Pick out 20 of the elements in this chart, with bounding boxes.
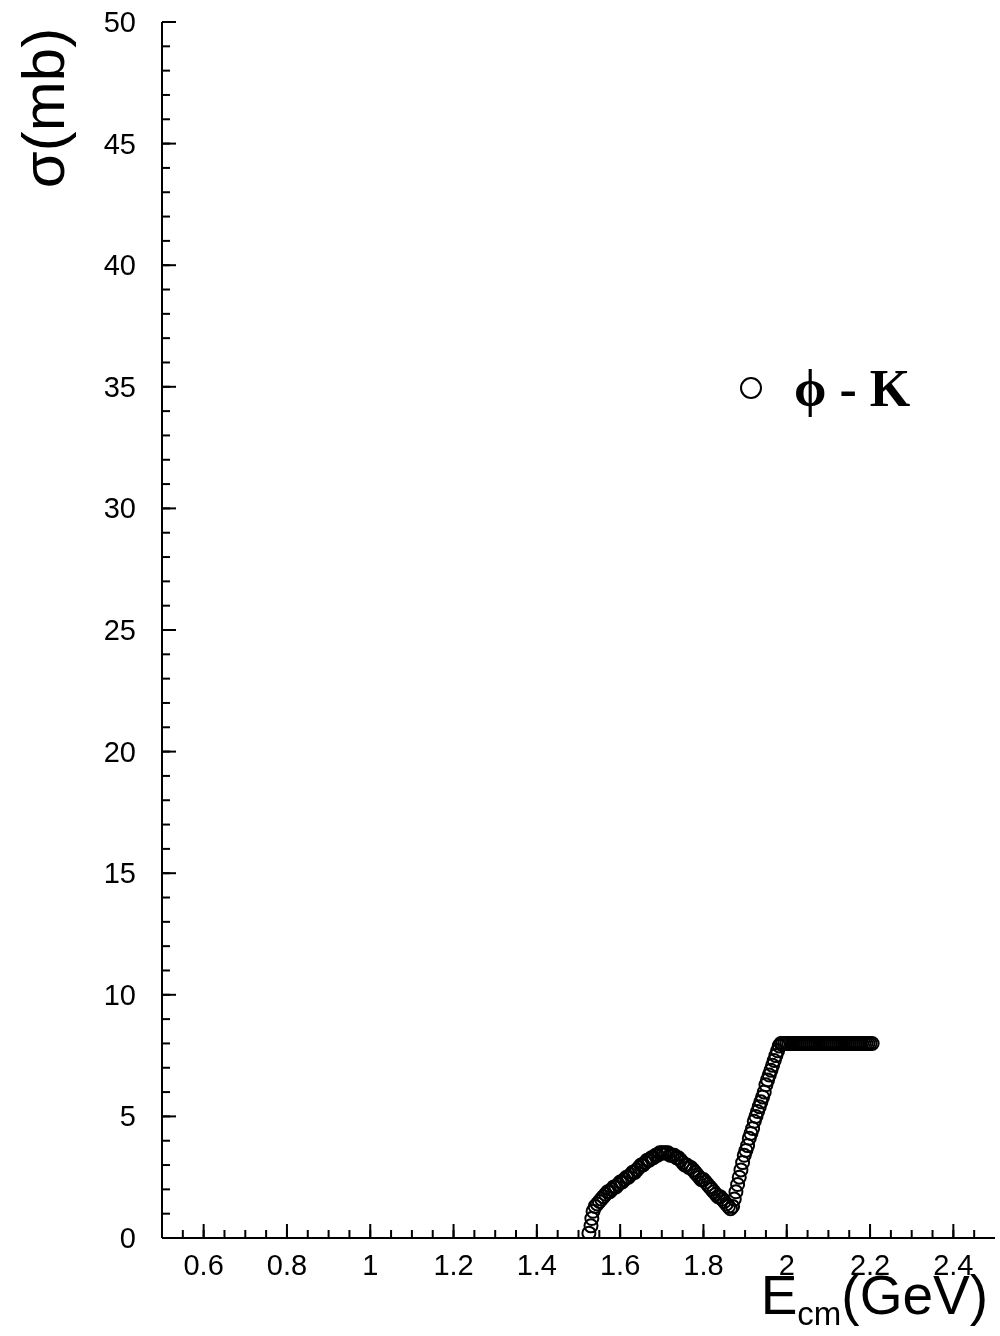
y-tick-label: 35 [103,370,136,403]
x-tick-label: 1.8 [683,1249,724,1281]
y-tick-label: 25 [103,614,136,646]
y-tick-label: 40 [103,249,136,282]
x-tick-label: 1.4 [516,1249,558,1281]
x-tick-label: 1.6 [599,1249,641,1281]
y-tick-label: 50 [103,6,136,38]
x-tick-label: 0.8 [266,1249,308,1281]
x-tick-label: 1.2 [433,1249,474,1281]
x-tick-label: 1 [362,1249,379,1281]
legend-label: ϕ - K [794,358,911,418]
y-axis-title: σ(mb) [10,27,77,189]
y-tick-label: 20 [103,735,136,768]
y-tick-label: 10 [103,978,136,1011]
y-tick-label: 5 [119,1100,136,1133]
y-tick-label: 0 [119,1222,136,1254]
x-tick-label: 0.6 [183,1249,224,1281]
y-tick-label: 30 [103,492,136,525]
y-tick-label: 45 [103,127,136,160]
y-tick-label: 15 [103,857,136,890]
